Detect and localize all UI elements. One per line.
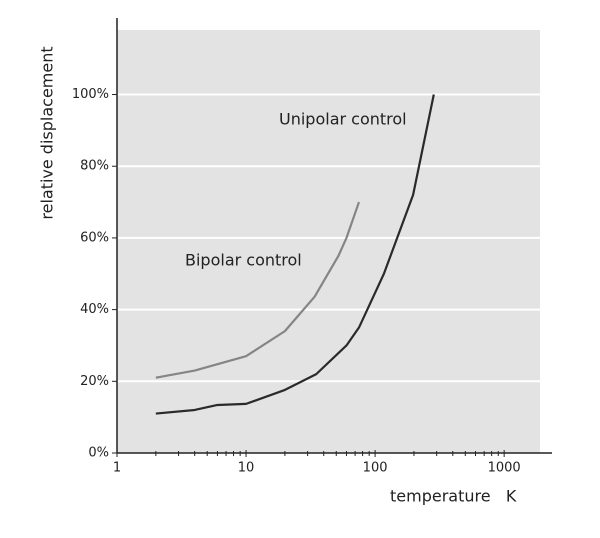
series-line bbox=[155, 201, 361, 379]
y-tick-label: 0% bbox=[88, 446, 109, 461]
x-tick-label: 1 bbox=[113, 461, 121, 476]
series-line bbox=[155, 94, 435, 415]
x-tick-label: 1000 bbox=[488, 461, 521, 476]
y-tick-label: 80% bbox=[80, 159, 109, 174]
y-tick-label: 60% bbox=[80, 230, 109, 245]
plot-background bbox=[117, 30, 540, 453]
series-annotation: Unipolar control bbox=[279, 110, 407, 129]
series-annotation: Bipolar control bbox=[185, 251, 302, 270]
x-tick-label: 100 bbox=[363, 461, 388, 476]
x-tick-label: 10 bbox=[238, 461, 255, 476]
y-tick-label: 40% bbox=[80, 302, 109, 317]
y-tick-label: 100% bbox=[72, 87, 109, 102]
y-tick-label: 20% bbox=[80, 374, 109, 389]
y-axis-label: relative displacement bbox=[38, 46, 57, 219]
x-axis-label: temperature K bbox=[390, 487, 517, 506]
